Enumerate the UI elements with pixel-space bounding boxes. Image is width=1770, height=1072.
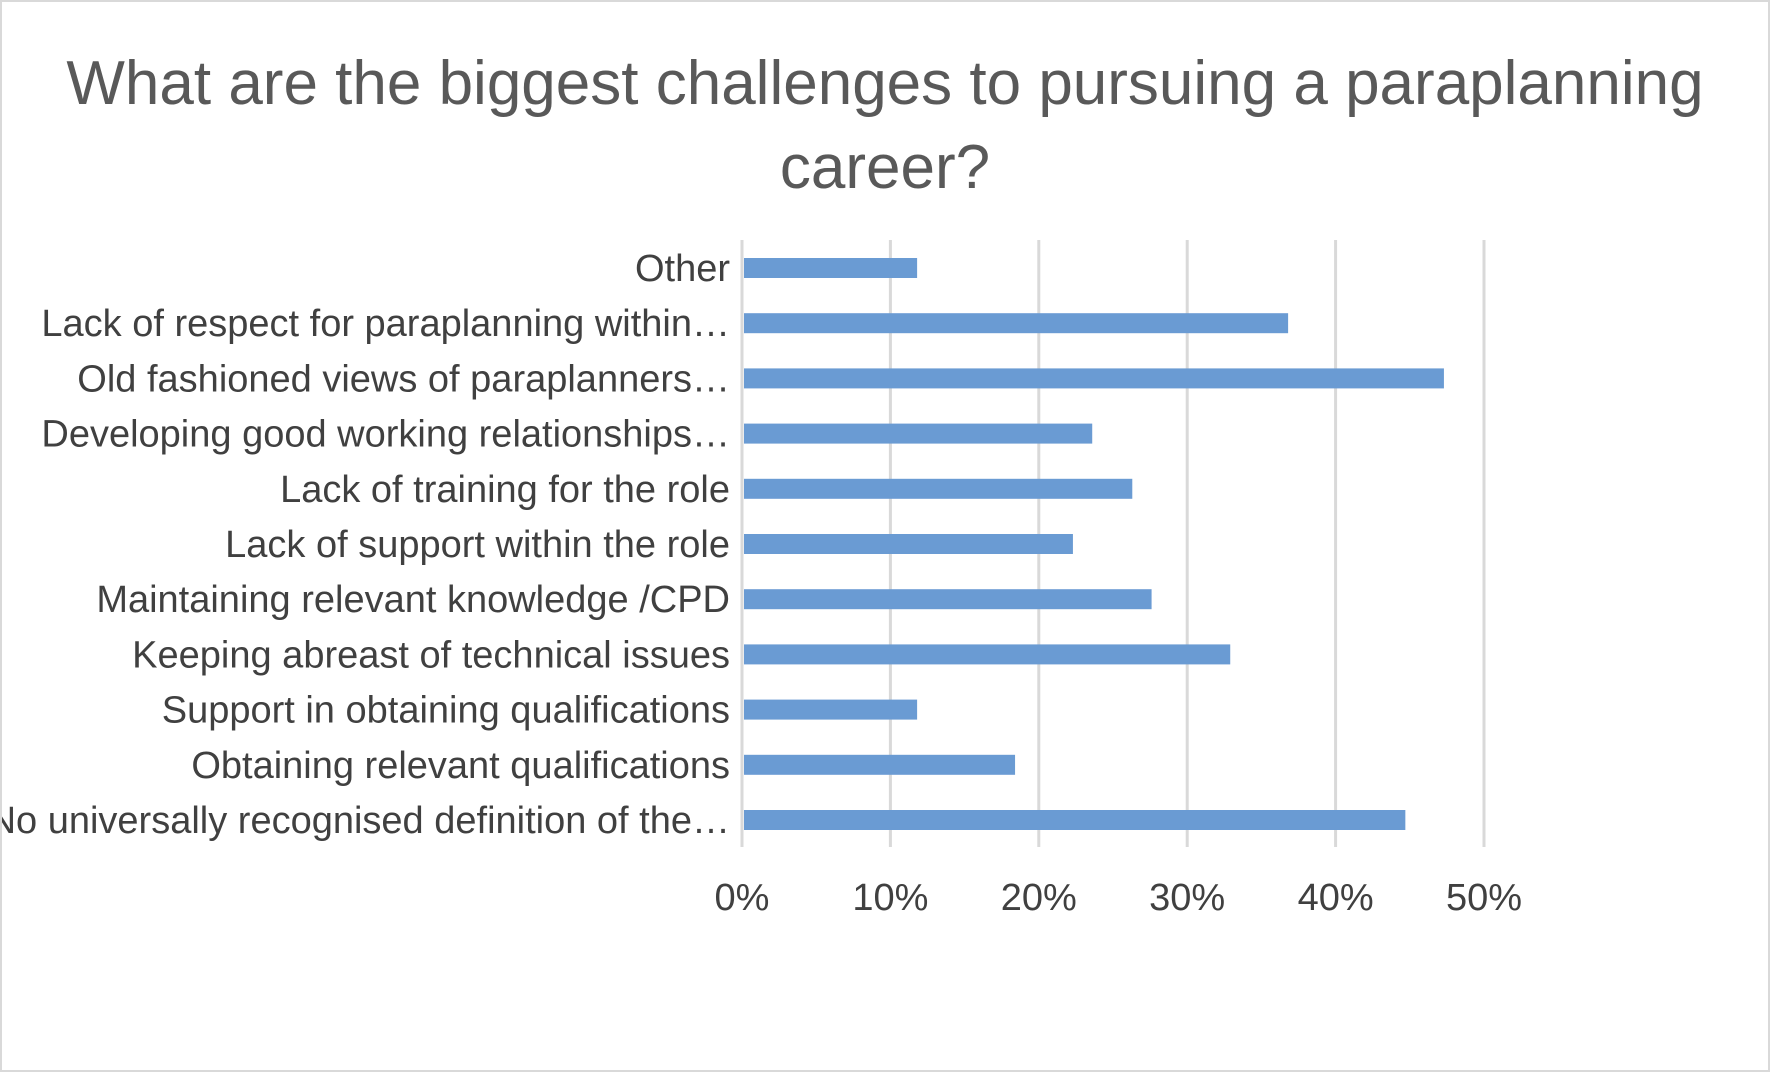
- bar: [744, 810, 1406, 830]
- x-tick-labels: 0% 10% 20% 30% 40% 50%: [715, 877, 1522, 919]
- category-labels: Other Lack of respect for paraplanning wi…: [2, 248, 730, 842]
- bar: [744, 368, 1444, 389]
- bar: [744, 313, 1289, 334]
- bar: [744, 534, 1073, 554]
- category-label: Support in obtaining qualifications: [162, 690, 730, 732]
- category-label: Lack of training for the role: [280, 469, 730, 511]
- bar: [744, 258, 918, 278]
- bar: [744, 699, 918, 720]
- x-tick-label: 10%: [852, 877, 928, 919]
- category-label: Developing good working relationships…: [41, 414, 730, 456]
- bars: [744, 258, 1444, 830]
- category-label: Keeping abreast of technical issues: [132, 634, 730, 676]
- category-label: No universally recognised definition of …: [2, 800, 730, 842]
- x-tick-label: 30%: [1149, 877, 1225, 919]
- x-tick-label: 50%: [1446, 877, 1522, 919]
- x-tick-label: 0%: [715, 877, 770, 919]
- category-label: Other: [635, 248, 730, 290]
- x-tick-label: 20%: [1001, 877, 1077, 919]
- chart-title: What are the biggest challenges to pursu…: [66, 49, 1704, 202]
- category-label: Maintaining relevant knowledge /CPD: [96, 579, 730, 621]
- bar: [744, 423, 1093, 444]
- category-label: Lack of support within the role: [225, 524, 730, 566]
- bar: [744, 644, 1231, 665]
- category-label: Lack of respect for paraplanning within…: [41, 303, 730, 345]
- bar: [744, 478, 1133, 499]
- category-label: Old fashioned views of paraplanners…: [77, 358, 730, 400]
- bar: [744, 589, 1152, 610]
- bar: [744, 754, 1016, 775]
- category-label: Obtaining relevant qualifications: [191, 745, 730, 787]
- x-tick-label: 40%: [1298, 877, 1374, 919]
